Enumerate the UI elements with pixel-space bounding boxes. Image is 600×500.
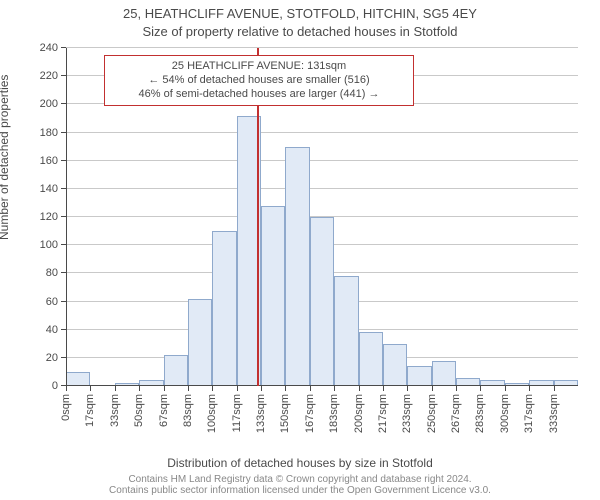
x-tick-mark	[310, 386, 311, 391]
x-tick-mark	[285, 386, 286, 391]
x-tick-label: 200sqm	[353, 394, 365, 433]
x-tick-label: 33sqm	[109, 394, 121, 427]
histogram-bar	[334, 276, 358, 386]
histogram-bar	[212, 231, 236, 386]
annotation-line-2: ← 54% of detached houses are smaller (51…	[113, 74, 405, 88]
x-tick-mark	[212, 386, 213, 391]
x-tick-label: 83sqm	[182, 394, 194, 427]
y-tick-label: 40	[46, 324, 58, 336]
x-tick-mark	[66, 386, 67, 391]
gridline	[66, 132, 578, 133]
annotation-line-3: 46% of semi-detached houses are larger (…	[113, 88, 405, 102]
x-tick-label: 133sqm	[255, 394, 267, 433]
x-tick-mark	[139, 386, 140, 391]
x-tick-mark	[505, 386, 506, 391]
x-tick-label: 183sqm	[328, 394, 340, 433]
histogram-bar	[66, 372, 90, 386]
x-tick-mark	[480, 386, 481, 391]
y-tick-label: 200	[40, 98, 58, 110]
histogram-bar	[285, 147, 309, 386]
chart-container: 25, HEATHCLIFF AVENUE, STOTFOLD, HITCHIN…	[0, 0, 600, 500]
histogram-bar	[432, 361, 456, 386]
histogram-bar	[407, 366, 431, 386]
histogram-bar	[359, 332, 383, 386]
x-tick-mark	[529, 386, 530, 391]
x-tick-mark	[90, 386, 91, 391]
footer-line-2: Contains public sector information licen…	[0, 485, 600, 496]
y-axis-label: Number of detached properties	[0, 75, 11, 240]
x-tick-mark	[237, 386, 238, 391]
x-tick-mark	[554, 386, 555, 391]
histogram-bar	[310, 217, 334, 386]
y-tick-label: 100	[40, 239, 58, 251]
x-tick-mark	[188, 386, 189, 391]
x-tick-label: 0sqm	[60, 394, 72, 421]
x-tick-mark	[359, 386, 360, 391]
x-tick-label: 100sqm	[206, 394, 218, 433]
x-tick-label: 317sqm	[523, 394, 535, 433]
y-axis-line	[66, 48, 67, 386]
x-tick-label: 217sqm	[377, 394, 389, 433]
x-tick-label: 150sqm	[279, 394, 291, 433]
y-tick-label: 180	[40, 127, 58, 139]
annotation-line-1: 25 HEATHCLIFF AVENUE: 131sqm	[113, 60, 405, 74]
x-tick-label: 117sqm	[231, 394, 243, 432]
y-tick-label: 20	[46, 352, 58, 364]
y-tick-label: 240	[40, 42, 58, 54]
y-tick-label: 160	[40, 155, 58, 167]
y-tick-label: 140	[40, 183, 58, 195]
chart-title-line1: 25, HEATHCLIFF AVENUE, STOTFOLD, HITCHIN…	[0, 6, 600, 21]
x-tick-mark	[261, 386, 262, 391]
x-tick-label: 17sqm	[84, 394, 96, 427]
histogram-bar	[261, 206, 285, 386]
histogram-bar	[164, 355, 188, 386]
x-tick-label: 233sqm	[401, 394, 413, 433]
y-tick-label: 0	[52, 380, 58, 392]
x-tick-label: 283sqm	[474, 394, 486, 433]
x-tick-mark	[383, 386, 384, 391]
x-tick-label: 267sqm	[450, 394, 462, 433]
y-tick-label: 60	[46, 296, 58, 308]
x-tick-mark	[432, 386, 433, 391]
footer-line-1: Contains HM Land Registry data © Crown c…	[0, 474, 600, 485]
y-tick-label: 120	[40, 211, 58, 223]
histogram-bar	[383, 344, 407, 386]
x-tick-label: 250sqm	[426, 394, 438, 433]
chart-title-line2: Size of property relative to detached ho…	[0, 24, 600, 39]
x-tick-label: 333sqm	[548, 394, 560, 433]
x-tick-mark	[115, 386, 116, 391]
y-tick-label: 80	[46, 267, 58, 279]
x-axis-label: Distribution of detached houses by size …	[0, 456, 600, 470]
footer: Contains HM Land Registry data © Crown c…	[0, 474, 600, 496]
x-axis-line	[66, 385, 578, 386]
x-tick-label: 300sqm	[499, 394, 511, 433]
x-tick-mark	[456, 386, 457, 391]
gridline	[66, 188, 578, 189]
x-tick-mark	[407, 386, 408, 391]
gridline	[66, 47, 578, 48]
histogram-bar	[188, 299, 212, 386]
x-tick-label: 167sqm	[304, 394, 316, 433]
x-tick-mark	[164, 386, 165, 391]
annotation-box: 25 HEATHCLIFF AVENUE: 131sqm ← 54% of de…	[104, 55, 414, 106]
y-tick-label: 220	[40, 70, 58, 82]
x-tick-label: 67sqm	[158, 394, 170, 427]
x-tick-label: 50sqm	[133, 394, 145, 427]
x-tick-mark	[334, 386, 335, 391]
gridline	[66, 160, 578, 161]
